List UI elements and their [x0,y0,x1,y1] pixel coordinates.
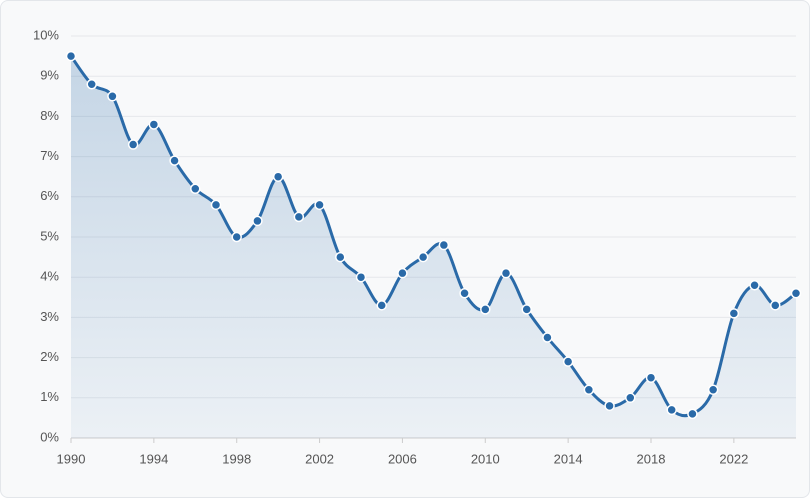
point [107,91,118,102]
point [65,50,77,62]
point [790,288,802,299]
point [542,332,553,343]
point [666,404,677,416]
x-tick-label: 2010 [471,451,500,466]
point [335,251,346,263]
point [397,267,408,279]
point [272,171,284,182]
x-tick-label: 2022 [719,451,748,466]
point [500,267,512,279]
y-tick-label: 0% [40,429,59,444]
point [252,215,263,227]
x-tick-label: 1994 [139,451,168,466]
y-tick-label: 2% [40,349,59,364]
point [625,392,636,404]
point [707,384,719,396]
point [210,199,222,211]
point [480,304,491,315]
point [562,356,574,367]
y-tick-label: 1% [40,389,59,404]
y-tick-label: 8% [40,108,59,123]
point [687,408,698,420]
point [583,384,595,396]
point [645,372,657,383]
x-tick-label: 1998 [222,451,251,466]
y-tick-label: 10% [33,27,59,42]
point [355,271,367,283]
point [521,304,532,315]
y-tick-label: 4% [40,269,59,284]
point [417,251,429,263]
point [148,119,160,130]
point [314,199,325,211]
y-tick-label: 5% [40,228,59,243]
point [86,78,97,90]
x-tick-label: 2006 [388,451,417,466]
point [231,231,242,243]
y-tick-label: 6% [40,188,59,203]
point [749,279,760,291]
point [604,400,615,412]
point [293,211,305,223]
x-tick-label: 2002 [305,451,334,466]
x-tick-label: 2018 [637,451,666,466]
y-tick-label: 3% [40,309,59,324]
point [376,300,387,311]
x-tick-label: 2014 [554,451,583,466]
point [459,288,470,299]
point [127,139,139,150]
point [169,155,180,166]
y-tick-label: 9% [40,68,59,83]
point [770,300,781,311]
point [438,239,450,251]
point [190,183,201,195]
point [728,308,740,319]
x-tick-label: 1990 [57,451,86,466]
y-tick-label: 7% [40,148,59,163]
